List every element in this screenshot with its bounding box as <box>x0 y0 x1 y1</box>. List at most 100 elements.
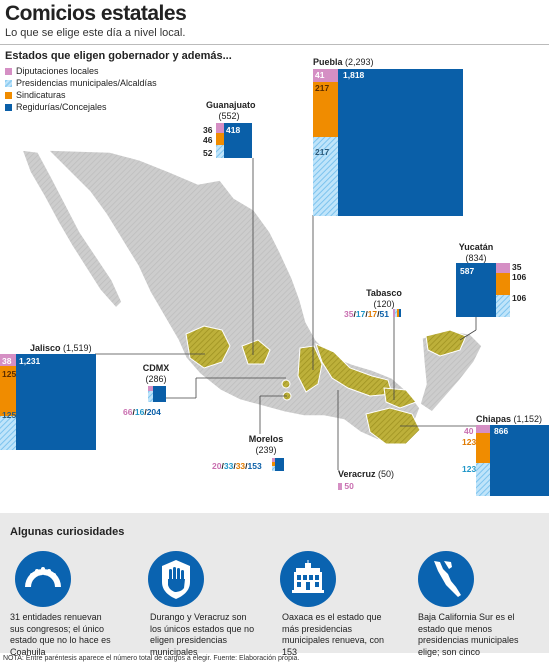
stop-hand-icon <box>148 551 204 607</box>
yucatan-pres-value: 106 <box>512 293 527 303</box>
state-label-morelos: Morelos (239) <box>248 434 284 456</box>
yucatan-reg-value: 587 <box>460 266 475 276</box>
map-tabasco <box>383 387 417 409</box>
jalisco-pres-value: 125 <box>2 410 17 420</box>
state-total: (552) <box>218 111 240 121</box>
state-total: (239) <box>255 445 277 455</box>
state-label-veracruz: Veracruz (50) <box>338 469 394 480</box>
state-name: Morelos <box>248 434 284 444</box>
state-total: (834) <box>465 253 487 263</box>
legend-item-presidencias: Presidencias municipales/Alcaldías <box>5 78 157 88</box>
puebla-dip-value: 41 <box>315 70 325 80</box>
legend-label: Diputaciones locales <box>16 66 99 76</box>
state-name: CDMX <box>142 363 170 373</box>
legend-swatch-pink <box>5 67 12 75</box>
congress-hemicycle-icon <box>15 551 71 607</box>
jalisco-dip-value: 38 <box>2 356 12 366</box>
state-name: Puebla <box>313 57 343 67</box>
tabasco-pres-value: 17 <box>355 309 366 319</box>
chiapas-chart <box>476 425 549 496</box>
curiosity-text-4: Baja California Sur es el estado que men… <box>418 612 519 657</box>
legend-swatch-orange <box>5 91 12 99</box>
cdmx-dip-value: 66 <box>123 407 133 417</box>
yucatan-chart <box>456 263 510 317</box>
guanajuato-sind-value: 46 <box>203 135 213 145</box>
guanajuato-chart <box>216 123 252 158</box>
state-total: (120) <box>373 299 395 309</box>
state-label-tabasco: Tabasco (120) <box>364 288 404 310</box>
state-label-cdmx: CDMX (286) <box>142 363 170 385</box>
state-label-jalisco: Jalisco (1,519) <box>30 343 92 354</box>
state-name: Chiapas <box>476 414 512 424</box>
city-hall-icon <box>280 551 336 607</box>
page-title: Comicios estatales <box>5 2 187 25</box>
state-label-yucatan: Yucatán (834) <box>458 242 494 264</box>
chiapas-reg-value: 866 <box>494 426 509 436</box>
cdmx-values: 66/16/204 <box>123 407 161 417</box>
curiosity-text-2: Durango y Veracruz son los únicos estado… <box>150 612 255 657</box>
page-subtitle: Lo que se elige este día a nivel local. <box>5 27 186 39</box>
state-name: Tabasco <box>366 288 402 298</box>
jalisco-chart <box>0 354 96 450</box>
legend-item-sindicaturas: Sindicaturas <box>5 90 66 100</box>
legend-swatch-blue <box>5 103 12 111</box>
legend-heading: Estados que eligen gobernador y además..… <box>5 50 232 62</box>
puebla-pres-value: 217 <box>315 147 330 157</box>
veracruz-dip-value: 50 <box>344 481 354 491</box>
cdmx-reg-value: 204 <box>146 407 161 417</box>
curiosity-text-3: Oaxaca es el estado que más presidencias… <box>282 612 385 657</box>
map-cdmx <box>281 379 291 389</box>
curiosities-heading: Algunas curiosidades <box>10 526 125 538</box>
state-name: Guanajuato <box>206 100 256 110</box>
header-divider <box>0 44 549 45</box>
legend-item-diputaciones: Diputaciones locales <box>5 66 99 76</box>
puebla-reg-value: 1,818 <box>343 70 365 80</box>
veracruz-values: 50 <box>338 481 354 491</box>
guanajuato-reg-value: 418 <box>226 125 241 135</box>
legend-label: Presidencias municipales/Alcaldías <box>16 78 157 88</box>
map-puebla <box>297 345 323 393</box>
curiosity-text-1: 31 entidades renuevan sus congresos; el … <box>10 612 111 657</box>
tabasco-sind-value: 17 <box>367 309 378 319</box>
jalisco-reg-value: 1,231 <box>19 356 41 366</box>
state-label-chiapas: Chiapas (1,152) <box>476 414 542 425</box>
state-label-puebla: Puebla (2,293) <box>313 57 374 68</box>
morelos-pres-value: 33 <box>223 461 234 471</box>
map-baja-california <box>20 149 123 310</box>
tabasco-mini-bar <box>393 309 401 317</box>
map-guanajuato <box>241 339 271 365</box>
yucatan-dip-value: 35 <box>512 262 522 272</box>
morelos-values: 20/33/33/153 <box>212 461 262 471</box>
cdmx-pres-value: 16 <box>134 407 145 417</box>
legend-label: Sindicaturas <box>16 90 66 100</box>
legend-item-regidurias: Regidurías/Concejales <box>5 102 107 112</box>
state-total: (286) <box>145 374 167 384</box>
morelos-mini-chart <box>272 458 284 471</box>
leader-lines <box>95 158 477 470</box>
morelos-dip-value: 20 <box>212 461 222 471</box>
veracruz-mini-bar <box>338 483 342 491</box>
baja-california-map-icon <box>418 551 474 607</box>
state-name: Jalisco <box>30 343 61 353</box>
tabasco-reg-value: 51 <box>379 309 389 319</box>
puebla-sind-value: 217 <box>315 83 330 93</box>
state-total: (1,152) <box>513 414 543 424</box>
state-name: Yucatán <box>458 242 494 252</box>
map-chiapas <box>365 407 421 445</box>
map-yucatan <box>425 329 467 357</box>
state-total: (2,293) <box>345 57 374 67</box>
state-name: Veracruz <box>338 469 376 479</box>
chiapas-pres-value: 123 <box>462 464 477 474</box>
morelos-reg-value: 153 <box>247 461 262 471</box>
legend-swatch-lightblue <box>5 79 12 87</box>
jalisco-sind-value: 125 <box>2 369 17 379</box>
state-total: (50) <box>378 469 395 479</box>
chiapas-sind-value: 123 <box>462 437 477 447</box>
morelos-sind-value: 33 <box>235 461 246 471</box>
cdmx-mini-chart <box>148 386 166 402</box>
guanajuato-pres-value: 52 <box>203 148 213 158</box>
tabasco-values: 35/17/17/51 <box>344 309 389 319</box>
state-label-guanajuato: Guanajuato (552) <box>206 100 256 122</box>
legend-label: Regidurías/Concejales <box>16 102 107 112</box>
map-jalisco <box>185 325 231 369</box>
